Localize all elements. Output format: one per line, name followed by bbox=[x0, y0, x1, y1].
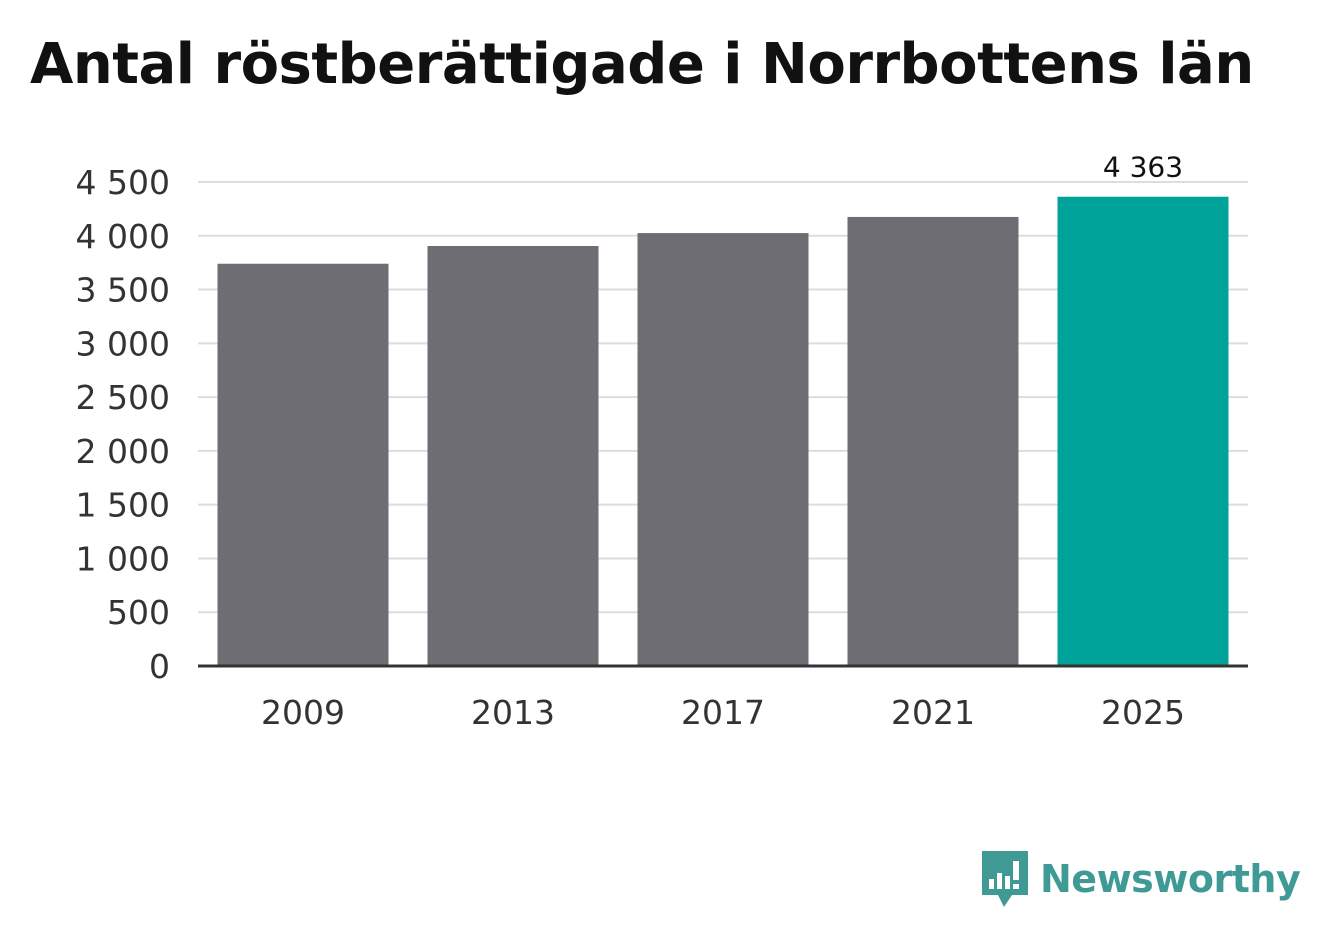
bar-2021 bbox=[847, 216, 1019, 666]
newsworthy-brand: Newsworthy bbox=[980, 848, 1301, 910]
y-tick-label: 2 500 bbox=[76, 378, 170, 417]
y-tick-label: 500 bbox=[107, 593, 170, 632]
x-tick-label: 2009 bbox=[261, 693, 345, 732]
y-tick-label: 2 000 bbox=[76, 432, 170, 471]
x-tick-label: 2013 bbox=[471, 693, 555, 732]
data-label-2025: 4 363 bbox=[1103, 151, 1183, 184]
x-axis: 2009 2013 2017 2021 2025 bbox=[198, 664, 1248, 732]
y-tick-label: 1 000 bbox=[76, 539, 170, 578]
x-tick-label: 2025 bbox=[1101, 693, 1185, 732]
x-tick-label: 2021 bbox=[891, 693, 975, 732]
bar-2017 bbox=[637, 233, 809, 667]
bar-chart: 0 500 1 000 1 500 2 000 2 500 3 000 3 500 4 000 4… bbox=[76, 151, 1248, 732]
y-tick-label: 0 bbox=[149, 647, 170, 686]
y-tick-label: 4 000 bbox=[76, 217, 170, 256]
x-tick-label: 2017 bbox=[681, 693, 765, 732]
bars bbox=[217, 196, 1229, 667]
y-tick-label: 1 500 bbox=[76, 486, 170, 525]
newsworthy-logo-icon bbox=[982, 851, 1028, 907]
y-axis: 0 500 1 000 1 500 2 000 2 500 3 000 3 500 4 000 4… bbox=[76, 163, 170, 686]
data-labels: 4 363 bbox=[1103, 151, 1183, 184]
brand-name: Newsworthy bbox=[1040, 857, 1301, 901]
bar-2025 bbox=[1057, 196, 1229, 666]
bar-2013 bbox=[427, 245, 599, 667]
y-tick-label: 3 500 bbox=[76, 271, 170, 310]
y-tick-label: 3 000 bbox=[76, 324, 170, 363]
bar-2009 bbox=[217, 263, 389, 666]
chart-title: Antal röstberättigade i Norrbottens län bbox=[30, 32, 1254, 97]
y-tick-label: 4 500 bbox=[76, 163, 170, 202]
